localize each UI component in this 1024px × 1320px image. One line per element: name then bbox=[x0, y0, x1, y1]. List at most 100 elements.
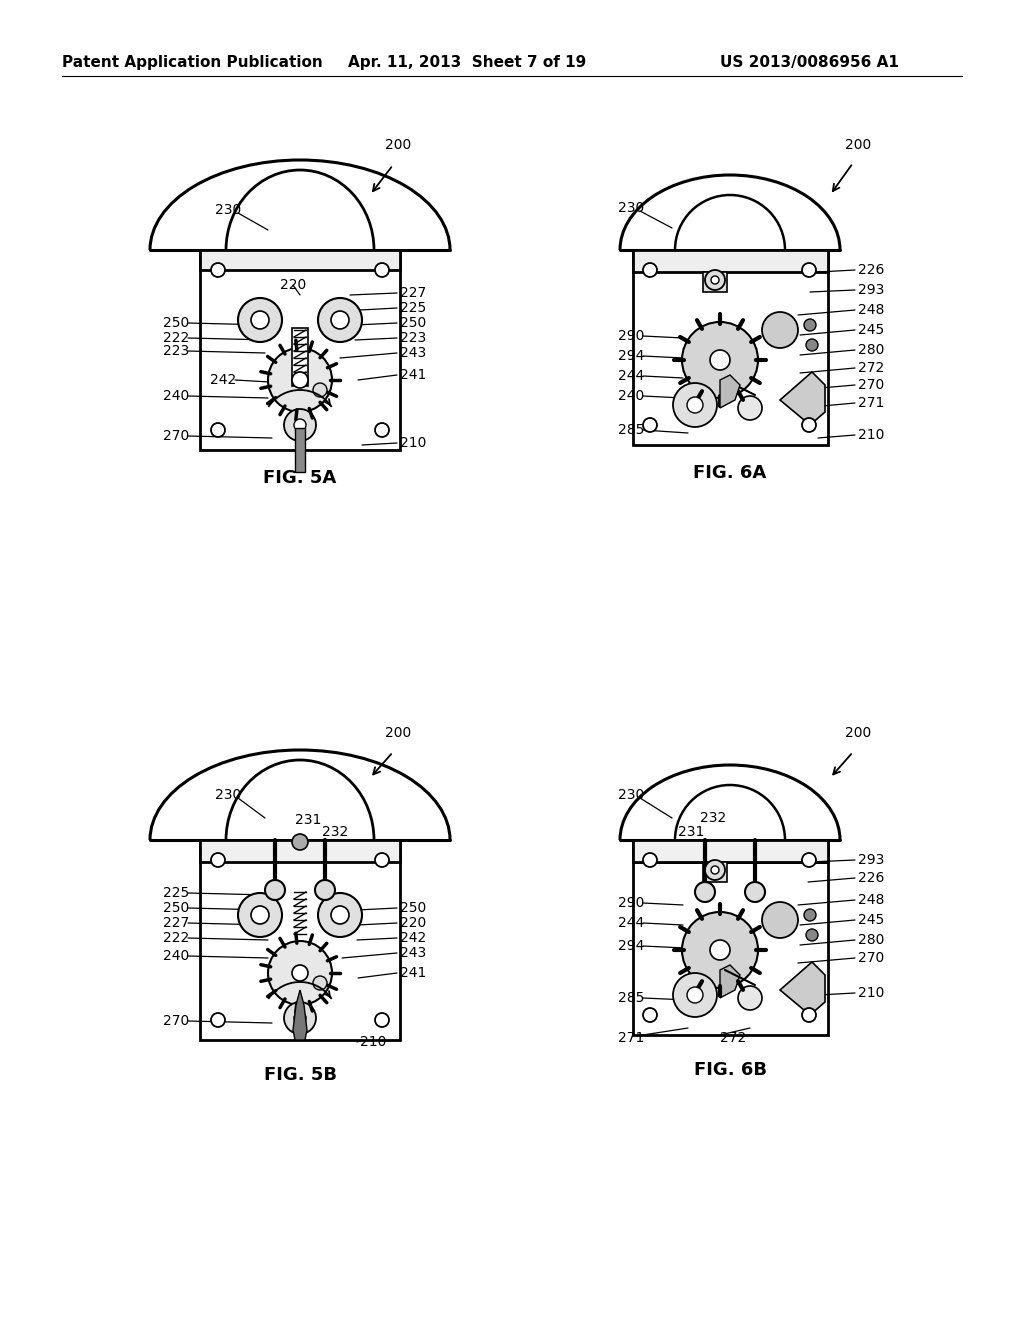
Text: 290: 290 bbox=[618, 896, 644, 909]
Text: 231: 231 bbox=[678, 825, 705, 840]
Text: 230: 230 bbox=[618, 201, 644, 215]
Circle shape bbox=[802, 263, 816, 277]
Bar bbox=[292, 327, 308, 385]
Text: 290: 290 bbox=[618, 329, 644, 343]
Text: 200: 200 bbox=[385, 139, 412, 152]
Circle shape bbox=[211, 853, 225, 867]
Text: 226: 226 bbox=[858, 871, 885, 884]
Circle shape bbox=[711, 866, 719, 874]
Text: 227: 227 bbox=[400, 286, 426, 300]
Circle shape bbox=[643, 418, 657, 432]
Circle shape bbox=[711, 276, 719, 284]
Circle shape bbox=[238, 298, 282, 342]
Circle shape bbox=[802, 1008, 816, 1022]
Text: FIG. 6A: FIG. 6A bbox=[693, 465, 767, 482]
Text: 230: 230 bbox=[215, 203, 242, 216]
Text: 248: 248 bbox=[858, 304, 885, 317]
Text: 271: 271 bbox=[618, 1031, 644, 1045]
Circle shape bbox=[294, 418, 306, 432]
Text: 245: 245 bbox=[858, 323, 885, 337]
Text: 270: 270 bbox=[858, 950, 885, 965]
Text: 225: 225 bbox=[400, 301, 426, 315]
Text: 200: 200 bbox=[845, 726, 871, 741]
Text: 222: 222 bbox=[163, 931, 189, 945]
Circle shape bbox=[643, 853, 657, 867]
Circle shape bbox=[251, 312, 269, 329]
Text: 244: 244 bbox=[618, 916, 644, 931]
Circle shape bbox=[292, 372, 308, 388]
Circle shape bbox=[682, 322, 758, 399]
Circle shape bbox=[251, 906, 269, 924]
Circle shape bbox=[284, 1002, 316, 1034]
Bar bbox=[200, 249, 400, 450]
Circle shape bbox=[738, 396, 762, 420]
Text: 220: 220 bbox=[400, 916, 426, 931]
Bar bbox=[633, 840, 828, 862]
Text: 272: 272 bbox=[720, 1031, 746, 1045]
Circle shape bbox=[375, 263, 389, 277]
Text: 240: 240 bbox=[163, 949, 189, 964]
Text: 210: 210 bbox=[858, 986, 885, 1001]
Circle shape bbox=[806, 929, 818, 941]
Text: 227: 227 bbox=[163, 916, 189, 931]
Circle shape bbox=[695, 882, 715, 902]
Circle shape bbox=[762, 312, 798, 348]
Text: 200: 200 bbox=[845, 139, 871, 152]
Circle shape bbox=[375, 1012, 389, 1027]
Text: 270: 270 bbox=[163, 429, 189, 444]
Text: 243: 243 bbox=[400, 346, 426, 360]
Text: 223: 223 bbox=[163, 345, 189, 358]
Text: US 2013/0086956 A1: US 2013/0086956 A1 bbox=[720, 54, 899, 70]
Text: FIG. 6B: FIG. 6B bbox=[693, 1061, 767, 1078]
Bar bbox=[633, 840, 828, 862]
Circle shape bbox=[762, 902, 798, 939]
Polygon shape bbox=[720, 965, 740, 998]
Text: 244: 244 bbox=[618, 370, 644, 383]
Bar bbox=[703, 272, 727, 292]
Circle shape bbox=[745, 882, 765, 902]
Text: 210: 210 bbox=[400, 436, 426, 450]
Text: 285: 285 bbox=[618, 991, 644, 1005]
Text: FIG. 5B: FIG. 5B bbox=[263, 1067, 337, 1084]
Text: 232: 232 bbox=[322, 825, 348, 840]
Text: 248: 248 bbox=[858, 894, 885, 907]
Text: 242: 242 bbox=[400, 931, 426, 945]
Text: 280: 280 bbox=[858, 343, 885, 356]
Bar bbox=[633, 249, 828, 445]
Text: 245: 245 bbox=[858, 913, 885, 927]
Bar bbox=[200, 840, 400, 861]
Text: 294: 294 bbox=[618, 348, 644, 363]
Text: 250: 250 bbox=[400, 902, 426, 915]
Circle shape bbox=[643, 1008, 657, 1022]
Circle shape bbox=[294, 1012, 306, 1024]
Circle shape bbox=[313, 383, 327, 397]
Text: 220: 220 bbox=[280, 279, 306, 292]
Text: 280: 280 bbox=[858, 933, 885, 946]
Circle shape bbox=[806, 339, 818, 351]
Text: 250: 250 bbox=[163, 902, 189, 915]
Circle shape bbox=[687, 397, 703, 413]
Text: 293: 293 bbox=[858, 282, 885, 297]
Text: 270: 270 bbox=[163, 1014, 189, 1028]
Text: Apr. 11, 2013  Sheet 7 of 19: Apr. 11, 2013 Sheet 7 of 19 bbox=[348, 54, 587, 70]
Text: 294: 294 bbox=[618, 939, 644, 953]
Text: 293: 293 bbox=[858, 853, 885, 867]
Circle shape bbox=[802, 418, 816, 432]
Circle shape bbox=[804, 909, 816, 921]
Circle shape bbox=[802, 853, 816, 867]
Text: 230: 230 bbox=[618, 788, 644, 803]
Circle shape bbox=[673, 973, 717, 1016]
Circle shape bbox=[265, 880, 285, 900]
Bar bbox=[633, 249, 828, 272]
Polygon shape bbox=[780, 962, 825, 1015]
Text: 231: 231 bbox=[295, 813, 322, 828]
Text: FIG. 5A: FIG. 5A bbox=[263, 469, 337, 487]
Circle shape bbox=[211, 263, 225, 277]
Circle shape bbox=[238, 894, 282, 937]
Text: Patent Application Publication: Patent Application Publication bbox=[62, 54, 323, 70]
Circle shape bbox=[705, 861, 725, 880]
Circle shape bbox=[804, 319, 816, 331]
Circle shape bbox=[268, 348, 332, 412]
Text: 241: 241 bbox=[400, 368, 426, 381]
Bar bbox=[200, 840, 400, 862]
